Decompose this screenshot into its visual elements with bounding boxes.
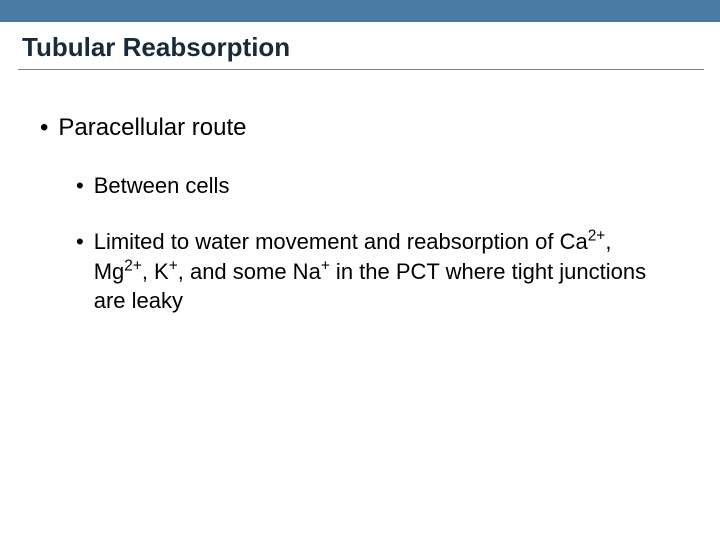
bullet-text: Between cells — [94, 171, 230, 201]
bullet-text: Paracellular route — [58, 112, 246, 143]
bullet-text: Limited to water movement and reabsorpti… — [94, 227, 654, 316]
bullet-dot-icon: • — [40, 112, 48, 143]
bullet-level1: • Paracellular route — [40, 112, 680, 143]
bullet-dot-icon: • — [76, 227, 84, 316]
slide-title: Tubular Reabsorption — [0, 22, 720, 69]
slide-content: • Paracellular route • Between cells • L… — [0, 70, 720, 316]
bullet-level2: • Limited to water movement and reabsorp… — [76, 227, 680, 316]
bullet-level2: • Between cells — [76, 171, 680, 201]
header-accent-bar — [0, 0, 720, 22]
bullet-dot-icon: • — [76, 171, 84, 201]
